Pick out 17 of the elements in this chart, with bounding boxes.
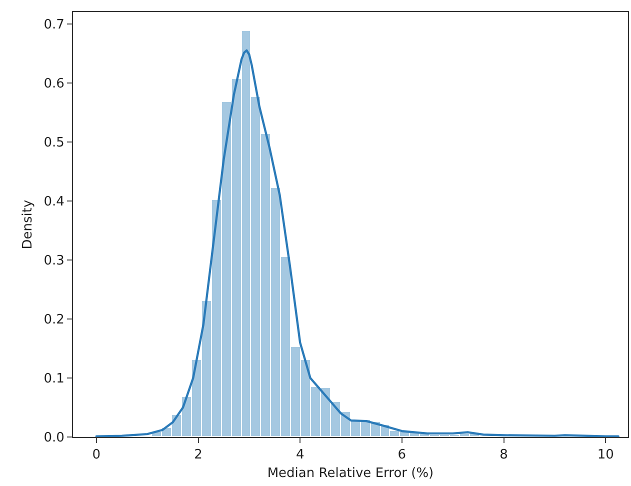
x-tick-label: 6 (398, 448, 406, 463)
x-tick-label: 10 (597, 448, 614, 463)
y-tick-label: 0.3 (44, 253, 64, 268)
x-tick-label: 2 (194, 448, 202, 463)
x-tick-label: 8 (500, 448, 508, 463)
line-series (95, 49, 620, 437)
y-tick-label: 0.4 (44, 194, 64, 210)
y-tick-label: 0.0 (44, 430, 64, 446)
x-tick-label: 4 (296, 448, 304, 463)
y-tick-label: 0.1 (44, 372, 64, 387)
y-axis-title: Density (20, 199, 36, 250)
y-tick-label: 0.5 (44, 135, 64, 150)
y-tick-label: 0.2 (44, 312, 64, 328)
x-tick-label: 0 (92, 448, 101, 463)
x-axis-title: Median Relative Error (%) (267, 466, 434, 482)
y-tick-label: 0.6 (44, 76, 64, 92)
y-tick-label: 0.7 (44, 17, 64, 32)
